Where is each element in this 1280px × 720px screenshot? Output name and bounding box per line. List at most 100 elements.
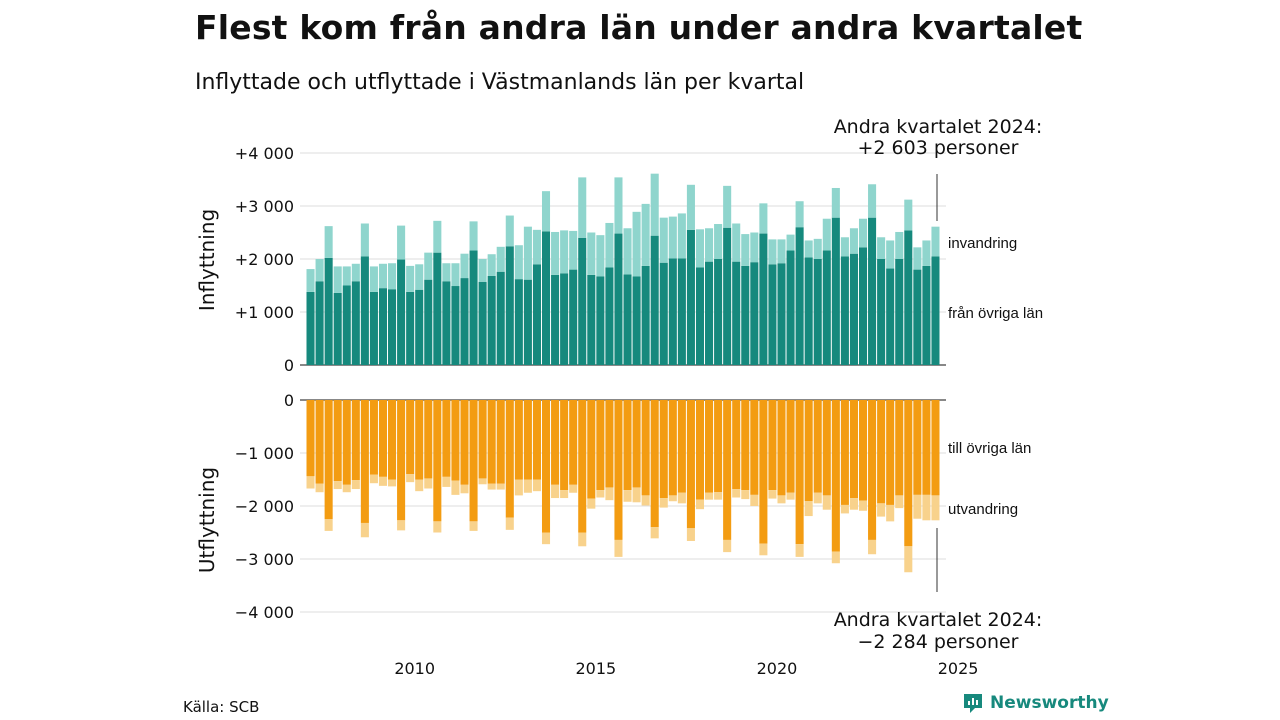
bar-till-ovriga-lan bbox=[840, 400, 849, 505]
bar-fran-ovriga-lan bbox=[904, 230, 913, 365]
bar-utvandring bbox=[333, 481, 342, 490]
bar-utvandring bbox=[306, 476, 315, 489]
ytick-top-label: 0 bbox=[284, 356, 294, 375]
bar-fran-ovriga-lan bbox=[868, 217, 877, 365]
brand-name: Newsworthy bbox=[990, 693, 1109, 713]
bar-till-ovriga-lan bbox=[922, 400, 931, 495]
bar-utvandring bbox=[677, 492, 686, 504]
bar-invandring bbox=[415, 264, 424, 290]
bar-till-ovriga-lan bbox=[741, 400, 750, 491]
bar-fran-ovriga-lan bbox=[469, 250, 478, 365]
bar-invandring bbox=[786, 234, 795, 251]
bar-fran-ovriga-lan bbox=[451, 286, 460, 365]
bar-fran-ovriga-lan bbox=[306, 291, 315, 365]
bar-till-ovriga-lan bbox=[605, 400, 614, 488]
bar-invandring bbox=[487, 254, 496, 276]
bar-invandring bbox=[768, 239, 777, 265]
bar-till-ovriga-lan bbox=[813, 400, 822, 493]
bar-fran-ovriga-lan bbox=[569, 269, 578, 365]
bar-utvandring bbox=[406, 474, 415, 483]
bar-utvandring bbox=[342, 484, 351, 493]
bar-till-ovriga-lan bbox=[858, 400, 868, 501]
gridlines-top bbox=[300, 152, 946, 366]
bar-till-ovriga-lan bbox=[532, 400, 541, 480]
bar-fran-ovriga-lan bbox=[388, 289, 397, 365]
bar-fran-ovriga-lan bbox=[650, 235, 659, 365]
bar-fran-ovriga-lan bbox=[415, 289, 424, 365]
bar-utvandring bbox=[659, 498, 668, 508]
bar-invandring bbox=[360, 223, 369, 257]
bar-till-ovriga-lan bbox=[415, 400, 424, 480]
bar-utvandring bbox=[551, 484, 560, 499]
bar-invandring bbox=[723, 185, 732, 228]
bar-till-ovriga-lan bbox=[397, 400, 406, 521]
annotation-top-line2: +2 603 personer bbox=[858, 137, 1019, 159]
bar-utvandring bbox=[487, 483, 496, 490]
bar-utvandring bbox=[877, 503, 886, 517]
bar-till-ovriga-lan bbox=[560, 400, 569, 491]
bar-till-ovriga-lan bbox=[388, 400, 397, 480]
bar-utvandring bbox=[632, 487, 641, 503]
xtick-label: 2010 bbox=[394, 659, 435, 678]
bar-utvandring bbox=[614, 539, 623, 557]
bar-utvandring bbox=[804, 501, 813, 517]
xtick-label: 2015 bbox=[575, 659, 616, 678]
bar-till-ovriga-lan bbox=[569, 400, 578, 485]
bar-invandring bbox=[732, 223, 741, 262]
ylabel-utflyttning: Utflyttning bbox=[195, 467, 219, 573]
bar-invandring bbox=[659, 217, 668, 263]
bar-fran-ovriga-lan bbox=[886, 268, 895, 365]
bar-till-ovriga-lan bbox=[886, 400, 895, 505]
bar-fran-ovriga-lan bbox=[578, 237, 587, 365]
bar-utvandring bbox=[840, 504, 849, 514]
bar-fran-ovriga-lan bbox=[614, 233, 623, 365]
ytick-top-label: +3 000 bbox=[235, 197, 294, 216]
bar-till-ovriga-lan bbox=[442, 400, 451, 477]
bar-fran-ovriga-lan bbox=[877, 259, 886, 365]
bar-invandring bbox=[578, 177, 587, 238]
source-note: Källa: SCB bbox=[183, 698, 260, 716]
bar-utvandring bbox=[714, 492, 723, 500]
bar-till-ovriga-lan bbox=[822, 400, 831, 496]
bar-invandring bbox=[324, 226, 333, 258]
bar-fran-ovriga-lan bbox=[913, 269, 922, 365]
bar-utvandring bbox=[750, 494, 759, 506]
bar-fran-ovriga-lan bbox=[858, 247, 868, 365]
bar-till-ovriga-lan bbox=[831, 400, 840, 552]
bar-utvandring bbox=[433, 521, 442, 533]
bars-inflyttning bbox=[306, 173, 940, 365]
bar-utvandring bbox=[831, 551, 840, 564]
bar-till-ovriga-lan bbox=[496, 400, 505, 484]
bar-utvandring bbox=[931, 495, 940, 521]
bar-till-ovriga-lan bbox=[351, 400, 360, 481]
bar-till-ovriga-lan bbox=[360, 400, 369, 523]
bar-till-ovriga-lan bbox=[632, 400, 641, 488]
bar-invandring bbox=[623, 228, 632, 275]
bar-invandring bbox=[442, 263, 451, 282]
bar-utvandring bbox=[605, 487, 614, 501]
bar-fran-ovriga-lan bbox=[759, 233, 768, 365]
bar-invandring bbox=[388, 263, 397, 290]
bar-utvandring bbox=[849, 498, 858, 510]
bar-invandring bbox=[822, 218, 831, 251]
bar-utvandring bbox=[496, 483, 505, 490]
bar-fran-ovriga-lan bbox=[795, 227, 804, 365]
bar-till-ovriga-lan bbox=[686, 400, 695, 529]
bar-invandring bbox=[804, 240, 813, 258]
bar-utvandring bbox=[351, 480, 360, 490]
bar-utvandring bbox=[732, 489, 741, 498]
bar-utvandring bbox=[777, 495, 786, 504]
bar-till-ovriga-lan bbox=[877, 400, 886, 504]
bar-invandring bbox=[451, 263, 460, 287]
bar-fran-ovriga-lan bbox=[732, 261, 741, 365]
xtick-label: 2025 bbox=[938, 659, 979, 678]
bar-utvandring bbox=[569, 484, 578, 493]
bar-till-ovriga-lan bbox=[795, 400, 804, 545]
bar-invandring bbox=[877, 237, 886, 259]
bar-invandring bbox=[695, 229, 705, 268]
bar-invandring bbox=[569, 230, 578, 270]
bar-fran-ovriga-lan bbox=[333, 292, 342, 365]
bar-fran-ovriga-lan bbox=[741, 265, 750, 365]
bar-invandring bbox=[840, 237, 849, 257]
bar-utvandring bbox=[886, 504, 895, 522]
